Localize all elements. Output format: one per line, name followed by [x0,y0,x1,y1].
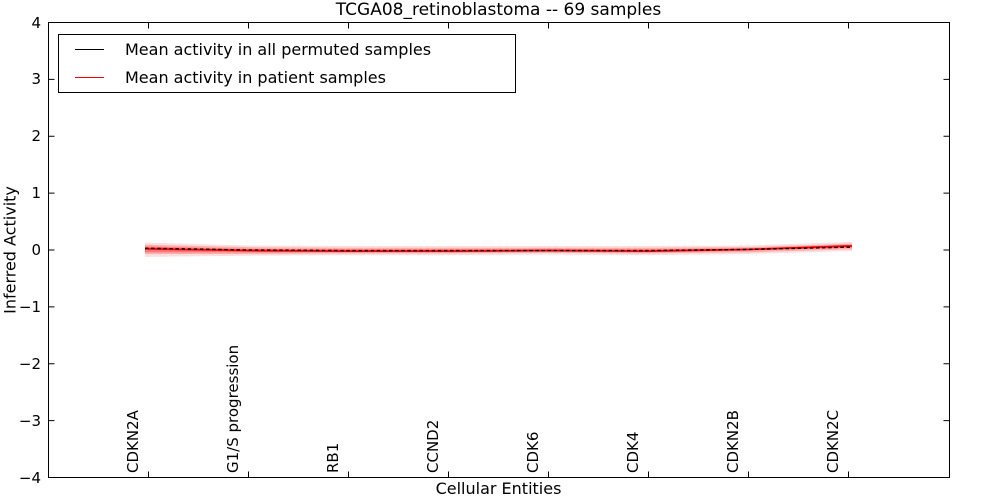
legend: Mean activity in all permuted samples Me… [58,34,516,93]
legend-line-sample-black [75,48,104,50]
permuted-mean-line [145,246,852,252]
legend-item-patient: Mean activity in patient samples [59,64,515,93]
y-tick-label: −1 [18,297,41,316]
y-tick-label: 0 [31,241,41,259]
y-tick-label: −2 [18,354,41,373]
y-tick-label: 3 [31,70,41,89]
y-tick-label: −3 [18,411,41,430]
legend-label-patient: Mean activity in patient samples [125,68,386,88]
legend-line-sample-red [75,77,104,79]
x-axis-label: Cellular Entities [435,479,562,498]
x-tick-label: RB1 [323,442,342,473]
x-tick-label: G1/S progression [223,344,242,473]
x-tick-label: CDKN2A [123,410,142,473]
x-tick-label: CDK4 [623,431,642,473]
patient-confidence-outer-band [145,242,852,257]
y-tick-label: 1 [31,184,41,203]
x-tick-label: CDKN2C [823,409,842,473]
legend-label-permuted: Mean activity in all permuted samples [125,39,432,59]
y-tick-label: −4 [18,468,41,487]
x-tick-label: CCND2 [423,419,442,473]
y-tick-label: 4 [31,13,41,32]
x-tick-label: CDKN2B [723,410,742,473]
chart-title: TCGA08_retinoblastoma -- 69 samples [335,0,662,20]
x-tick-label: CDK6 [523,431,542,473]
legend-item-permuted: Mean activity in all permuted samples [59,35,515,64]
y-tick-label: 2 [31,127,41,146]
